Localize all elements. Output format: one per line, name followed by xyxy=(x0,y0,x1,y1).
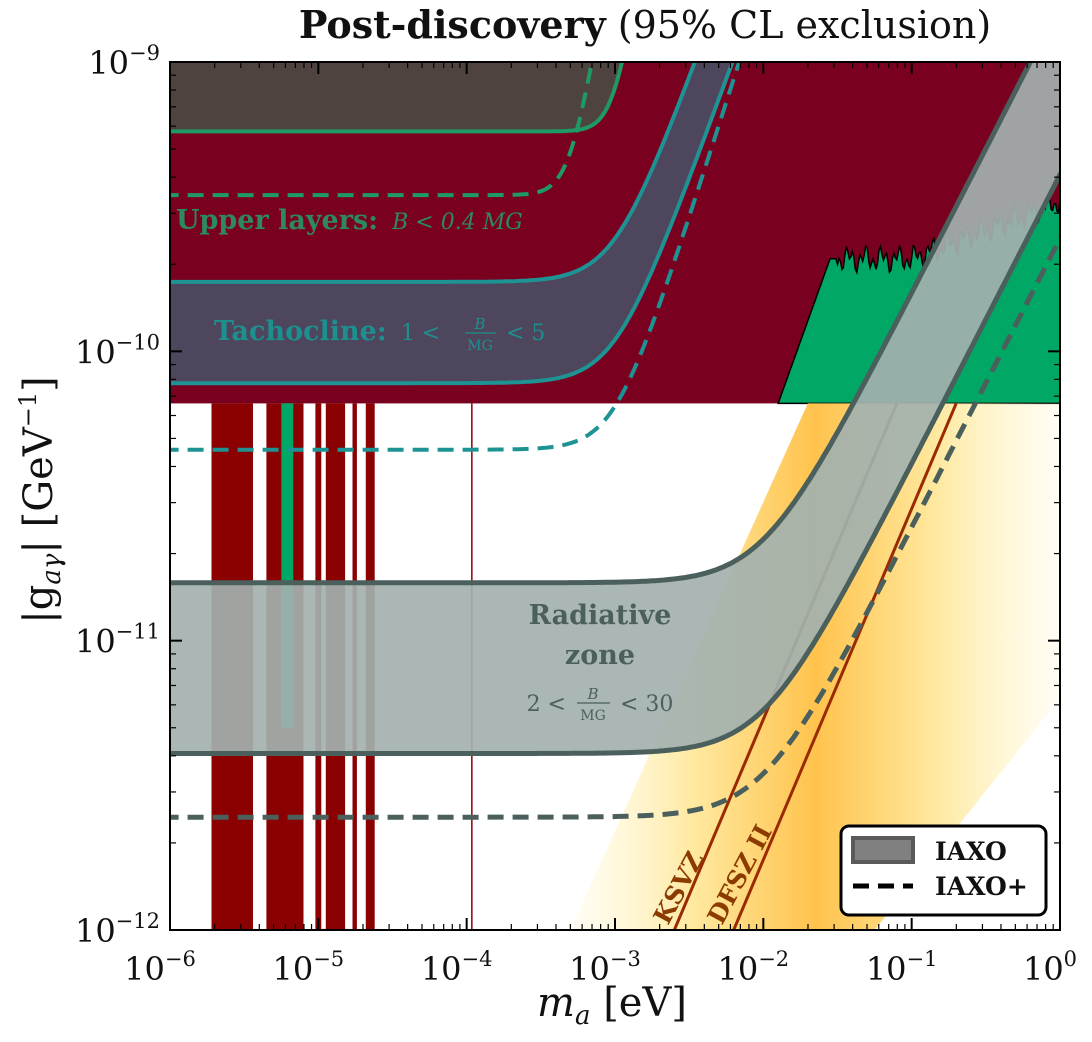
tachocline-label: Tachocline: 1 < xyxy=(214,316,440,347)
x-axis-label-var: m xyxy=(537,980,575,1026)
x-tick-label-exp: −6 xyxy=(165,947,196,971)
radiative-zone-label-line1: Radiative xyxy=(529,600,672,631)
dfsz-line xyxy=(732,402,958,930)
legend-iaxo-plus-label: IAXO+ xyxy=(935,872,1028,901)
upper-layers-iaxo-lower-curve xyxy=(170,62,625,134)
y-tick-label: 10−9 xyxy=(88,41,160,82)
x-tick-label-exp: −4 xyxy=(462,947,493,971)
tachocline-fraction-num: B xyxy=(473,315,485,333)
y-tick-label: 10−11 xyxy=(75,620,160,661)
y-tick-label-exp: −10 xyxy=(116,330,160,354)
chart-title: Post-discovery (95% CL exclusion) xyxy=(299,2,991,47)
legend: IAXO IAXO+ xyxy=(839,824,1048,917)
chart-title-rest: (95% CL exclusion) xyxy=(606,3,992,47)
x-tick-label-base: 10 xyxy=(421,950,462,988)
y-axis-label-unit: | [GeV xyxy=(16,426,62,553)
x-tick-label-exp: −2 xyxy=(758,947,789,971)
y-tick-label-base: 10 xyxy=(88,44,129,82)
x-tick-label-exp: −3 xyxy=(610,947,641,971)
chart-title-bold: Post-discovery xyxy=(299,2,607,47)
legend-iaxo-label: IAXO xyxy=(935,837,1007,866)
y-tick-label-base: 10 xyxy=(75,623,116,661)
y-axis-label: |gaγ| [GeV−1] xyxy=(14,376,67,623)
radiative-zone-label-line2: zone xyxy=(565,640,635,671)
y-axis-label-exp: −1 xyxy=(14,392,42,427)
x-tick-labels: 10−6 10−5 10−4 10−3 10−2 10−1 100 xyxy=(124,947,1077,988)
upper-layers-label-condition: B < 0.4 MG xyxy=(391,210,523,235)
radiative-iaxo-lower-curve xyxy=(170,169,1060,756)
x-tick-label: 10−2 xyxy=(717,947,789,988)
y-axis-label-g: |g xyxy=(16,585,62,624)
radiative-zone-condition-b: < 30 xyxy=(620,692,673,717)
tachocline-label-condition-b: < 5 xyxy=(506,321,545,346)
upper-layers-iaxo-band xyxy=(170,62,623,132)
radiative-zone-condition-a: 2 < xyxy=(527,692,566,717)
y-tick-label-exp: −9 xyxy=(129,41,160,65)
tachocline-iaxo-plus-curve xyxy=(170,62,742,452)
x-tick-label-base: 10 xyxy=(866,950,907,988)
x-tick-label: 10−5 xyxy=(272,947,344,988)
x-tick-label-base: 10 xyxy=(717,950,758,988)
y-tick-label-exp: −11 xyxy=(116,620,160,644)
x-tick-label: 10−4 xyxy=(421,947,493,988)
x-tick-label-base: 10 xyxy=(124,950,165,988)
tachocline-iaxo-lower-curve xyxy=(170,62,735,386)
y-tick-label-base: 10 xyxy=(75,333,116,371)
x-tick-label-exp: 0 xyxy=(1064,947,1077,971)
tachocline-label-bold: Tachocline: xyxy=(214,316,387,347)
x-tick-label: 100 xyxy=(1023,947,1077,988)
radiative-iaxo-plus-curve xyxy=(170,233,1060,820)
legend-iaxo-swatch xyxy=(851,836,915,864)
x-tick-label: 10−3 xyxy=(569,947,641,988)
tachocline-iaxo-upper-curve xyxy=(170,62,697,284)
x-tick-label: 10−1 xyxy=(866,947,938,988)
tachocline-label-condition-a: 1 < xyxy=(401,321,440,346)
axis-ticks xyxy=(169,61,1061,931)
x-tick-label-base: 10 xyxy=(569,950,610,988)
qcd-axion-band xyxy=(570,403,1060,930)
radiative-zone-iaxo-band xyxy=(170,62,1060,754)
x-axis-label-sub: a xyxy=(575,1001,591,1031)
tachocline-fraction-den: MG xyxy=(467,338,493,354)
x-tick-label-base: 10 xyxy=(272,950,313,988)
y-tick-label-exp: −12 xyxy=(116,909,160,933)
y-tick-label-base: 10 xyxy=(75,912,116,950)
upper-layers-iaxo-plus-curve xyxy=(170,62,594,198)
x-tick-label-base: 10 xyxy=(1023,950,1064,988)
radiative-iaxo-upper-curve xyxy=(170,62,1034,586)
tachocline-iaxo-band xyxy=(170,62,733,384)
radiative-fraction-num: B xyxy=(586,685,598,703)
upper-layers-label: Upper layers: B < 0.4 MG xyxy=(176,205,523,236)
y-tick-label: 10−12 xyxy=(75,909,160,950)
x-axis-label: ma [eV] xyxy=(537,980,687,1031)
x-tick-label-exp: −5 xyxy=(313,947,344,971)
y-axis-label-sub: aγ xyxy=(37,553,67,585)
radiative-fraction-den: MG xyxy=(580,708,606,724)
y-tick-label: 10−10 xyxy=(75,330,160,371)
x-tick-label-exp: −1 xyxy=(907,947,938,971)
y-axis-label-close: ] xyxy=(16,376,62,392)
x-axis-label-unit: [eV] xyxy=(590,980,686,1026)
x-tick-label: 10−6 xyxy=(124,947,196,988)
upper-layers-label-bold: Upper layers: xyxy=(176,205,378,236)
